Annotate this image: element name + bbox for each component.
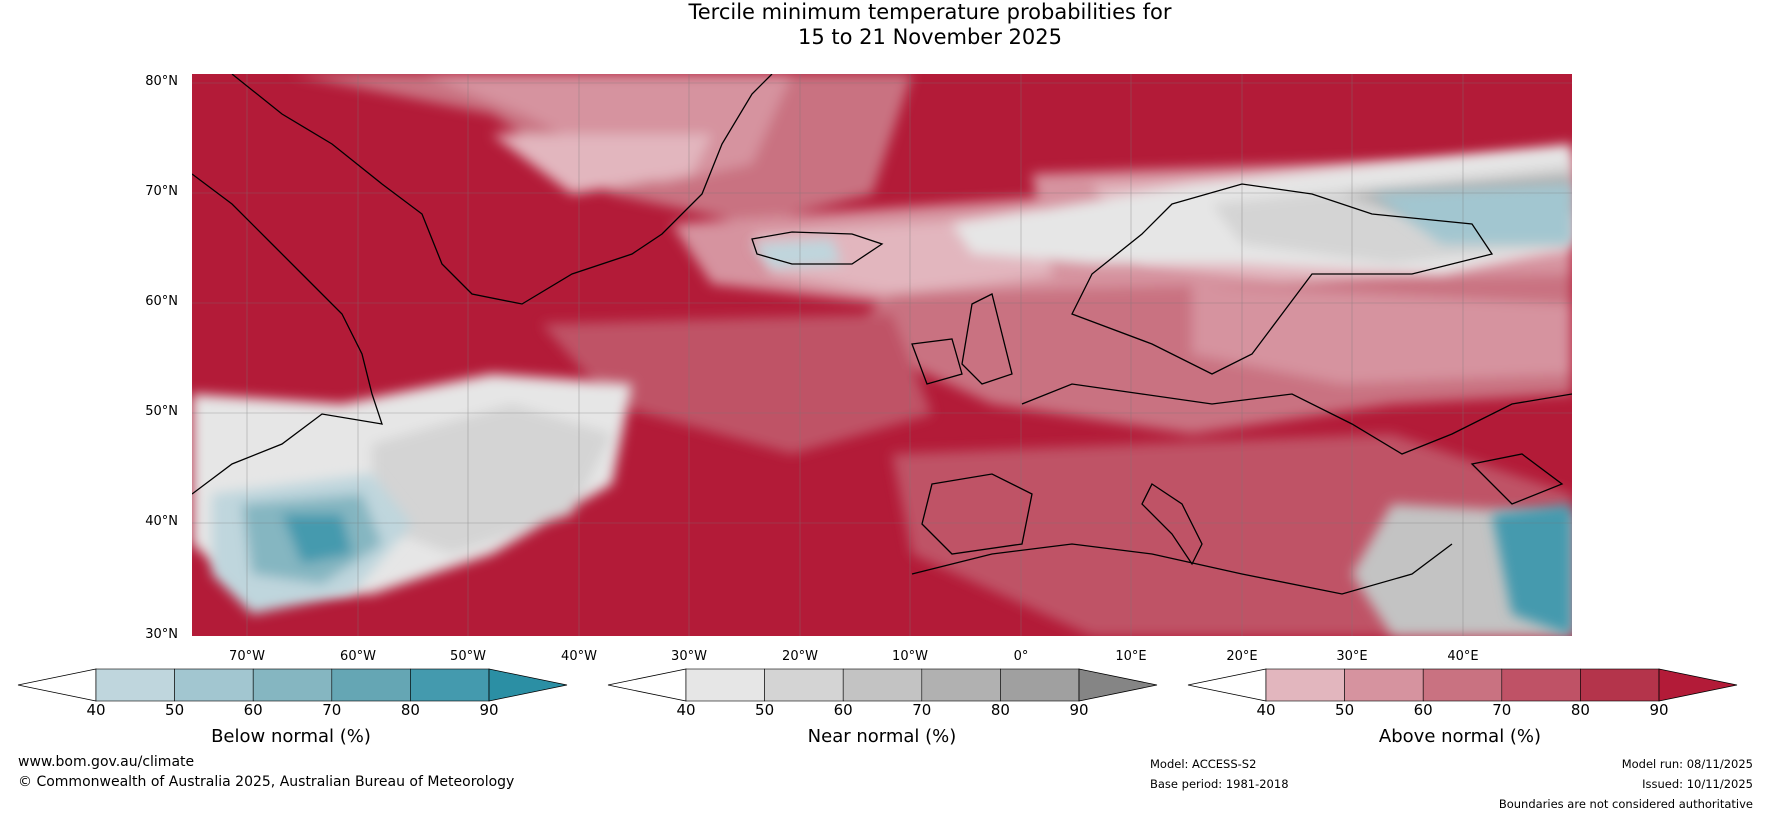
colorbar-above-segment <box>1422 668 1503 702</box>
colorbar-above-tick-label: 90 <box>1649 701 1669 719</box>
pink-band-3 <box>492 134 712 194</box>
colorbar-near-tick-label: 50 <box>755 701 775 719</box>
colorbar-near-segment <box>921 668 1001 702</box>
footer-model-run: Model run: 08/11/2025 <box>1621 757 1753 771</box>
canada-coast <box>192 173 383 495</box>
colorbar-below-tick-label: 70 <box>322 701 342 719</box>
colorbar-below-tick-label: 50 <box>165 701 185 719</box>
italy-coast <box>1141 483 1203 566</box>
colorbar-near-segment <box>764 668 844 702</box>
greenland-coast <box>231 74 773 305</box>
lat-label-30n: 30°N <box>145 627 178 642</box>
title-line-1: Tercile minimum temperature probabilitie… <box>688 0 1172 24</box>
ireland-coast <box>911 338 963 385</box>
lon-label-60w: 60°W <box>340 649 376 664</box>
colorbar-below-tick-label: 40 <box>86 701 106 719</box>
lon-label-20e: 20°E <box>1226 649 1258 664</box>
coastlines <box>192 74 1572 595</box>
grey-atlantic-2 <box>372 404 612 554</box>
lon-label-20w: 20°W <box>782 649 818 664</box>
uk-coast <box>961 293 1013 385</box>
lon-label-40w: 40°W <box>561 649 597 664</box>
europe-coast <box>1021 383 1572 455</box>
colorbar-below-segment <box>252 668 333 702</box>
colorbar-above-tick-label: 40 <box>1256 701 1276 719</box>
colorbar-near-segment <box>685 668 765 702</box>
colorbar-below-tick-label: 60 <box>243 701 263 719</box>
colorbar-above-tick-label: 70 <box>1492 701 1512 719</box>
colorbar-near-tick-label: 80 <box>990 701 1010 719</box>
colorbar-near-tick-label: 60 <box>833 701 853 719</box>
blue-iceland <box>752 239 842 269</box>
colorbar-below-tick-label: 80 <box>400 701 420 719</box>
colorbar-near-lower-extend <box>607 668 687 702</box>
colorbar-below-tick-label: 90 <box>479 701 499 719</box>
blue-atlantic-core <box>282 514 352 564</box>
footer-disclaimer: Boundaries are not considered authoritat… <box>1498 797 1753 811</box>
blue-scand <box>1372 184 1572 244</box>
colorbar-near-upper-extend <box>1078 668 1158 702</box>
colorbar-above-upper-extend <box>1658 668 1738 702</box>
lon-label-10e: 10°E <box>1115 649 1147 664</box>
colorbar-above-segment <box>1580 668 1660 702</box>
colorbar-above-segment <box>1501 668 1581 702</box>
colorbar-above-title: Above normal (%) <box>1378 726 1542 747</box>
iberia-coast <box>921 473 1033 555</box>
europe-pink-2 <box>1192 284 1572 384</box>
colorbar-above-tick-label: 50 <box>1335 701 1355 719</box>
footer-issued: Issued: 10/11/2025 <box>1642 777 1753 791</box>
colorbar-above-segment <box>1265 668 1345 702</box>
colorbars <box>17 668 1738 702</box>
lon-label-40e: 40°E <box>1447 649 1479 664</box>
footer-model: Model: ACCESS-S2 <box>1150 757 1257 771</box>
colorbar-near-tick-label: 70 <box>912 701 932 719</box>
africa-coast <box>911 543 1453 595</box>
lon-label-30w: 30°W <box>671 649 707 664</box>
caspian-coast <box>1470 453 1564 505</box>
iceland-coast <box>751 231 884 265</box>
colorbar-below-segment <box>331 668 411 702</box>
colorbar-near-segment <box>842 668 923 702</box>
mid-atlantic <box>542 314 932 454</box>
lat-label-70n: 70°N <box>145 184 178 199</box>
forecast-map <box>192 74 1572 636</box>
colorbar-above-segment <box>1344 668 1424 702</box>
lat-label-60n: 60°N <box>145 294 178 309</box>
footer-copyright: © Commonwealth of Australia 2025, Austra… <box>18 774 515 790</box>
lon-label-0: 0° <box>1013 649 1029 664</box>
footer-base-period: Base period: 1981-2018 <box>1150 777 1289 791</box>
title-line-2: 15 to 21 November 2025 <box>798 25 1062 49</box>
colorbar-below-segment <box>174 668 254 702</box>
colorbar-below-segment <box>95 668 175 702</box>
lon-label-50w: 50°W <box>450 649 486 664</box>
colorbar-near-tick-label: 40 <box>676 701 696 719</box>
footer-website[interactable]: www.bom.gov.au/climate <box>18 754 195 770</box>
colorbar-below-lower-extend <box>17 668 97 702</box>
colorbar-near-segment <box>1000 668 1080 702</box>
lat-label-80n: 80°N <box>145 74 178 89</box>
blue-mideast <box>1492 504 1572 636</box>
colorbar-near-tick-label: 90 <box>1069 701 1089 719</box>
colorbar-above-lower-extend <box>1187 668 1267 702</box>
colorbar-below-segment <box>410 668 490 702</box>
colorbar-near-title: Near normal (%) <box>807 726 957 747</box>
gridlines <box>192 74 1572 636</box>
lon-label-70w: 70°W <box>229 649 265 664</box>
colorbar-below-title: Below normal (%) <box>211 726 371 747</box>
colorbar-below-upper-extend <box>488 668 568 702</box>
chart-title: Tercile minimum temperature probabilitie… <box>0 0 1770 50</box>
lat-label-40n: 40°N <box>145 514 178 529</box>
colorbar-above-tick-label: 60 <box>1413 701 1433 719</box>
lat-label-50n: 50°N <box>145 404 178 419</box>
lon-label-10w: 10°W <box>892 649 928 664</box>
scandinavia-coast <box>1071 183 1494 375</box>
lon-label-30e: 30°E <box>1336 649 1368 664</box>
colorbar-above-tick-label: 80 <box>1570 701 1590 719</box>
